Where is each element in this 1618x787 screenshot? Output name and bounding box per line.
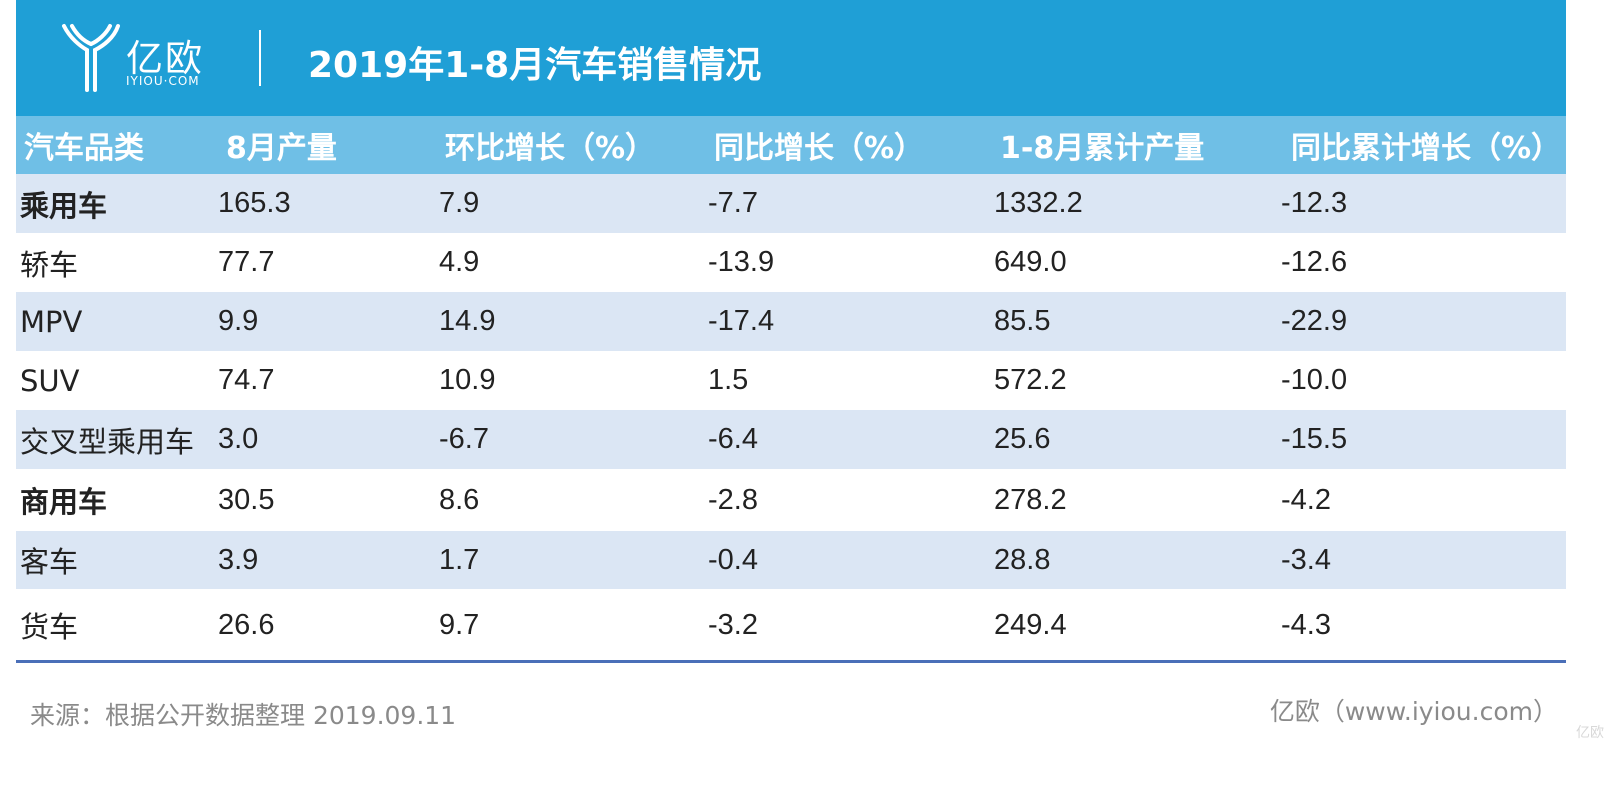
- cumulative-yoy-growth-cell: -12.6: [1281, 246, 1348, 278]
- column-header-august-output: 8月产量: [226, 131, 337, 166]
- cumulative-output-cell: 649.0: [994, 246, 1067, 278]
- mom-growth-cell: 14.9: [439, 305, 496, 337]
- mom-growth-cell: 7.9: [439, 187, 480, 219]
- table-row: 客车 3.9 1.7 -0.4 28.8 -3.4: [16, 531, 1566, 589]
- iyiou-logo-mark-icon: [62, 24, 120, 92]
- august-output-cell: 3.0: [218, 423, 259, 455]
- category-cell: 轿车: [20, 247, 79, 282]
- cumulative-output-cell: 572.2: [994, 364, 1067, 396]
- august-output-cell: 3.9: [218, 543, 259, 576]
- cumulative-output-cell: 1332.2: [994, 187, 1083, 219]
- august-output-cell: 26.6: [218, 608, 275, 641]
- cumulative-output-cell: 85.5: [994, 305, 1051, 337]
- cumulative-output-cell: 25.6: [994, 423, 1051, 455]
- table-header-row: 汽车品类 8月产量 环比增长（%） 同比增长（%） 1-8月累计产量 同比累计增…: [16, 116, 1566, 174]
- column-header-yoy-growth: 同比增长（%）: [714, 131, 925, 166]
- mom-growth-cell: 4.9: [439, 246, 480, 278]
- watermark: 亿欧: [1576, 725, 1604, 741]
- cumulative-output-cell: 278.2: [994, 483, 1067, 516]
- table-bottom-rule: [16, 660, 1566, 663]
- title-banner: 亿欧 IYIOU·COM 2019年1-8月汽车销售情况: [16, 0, 1566, 116]
- cumulative-yoy-growth-cell: -4.2: [1281, 483, 1331, 516]
- category-cell: 货车: [20, 610, 79, 644]
- column-header-cumulative-output: 1-8月累计产量: [1000, 131, 1205, 166]
- cumulative-yoy-growth-cell: -12.3: [1281, 187, 1348, 219]
- table-row: 货车 26.6 9.7 -3.2 249.4 -4.3: [16, 589, 1566, 661]
- yoy-growth-cell: 1.5: [708, 364, 749, 396]
- table-row: 轿车 77.7 4.9 -13.9 649.0 -12.6: [16, 233, 1566, 292]
- yoy-growth-cell: -3.2: [708, 608, 758, 641]
- table-row: 交叉型乘用车 3.0 -6.7 -6.4 25.6 -15.5: [16, 410, 1566, 469]
- cumulative-output-cell: 249.4: [994, 608, 1067, 641]
- table-row: 商用车 30.5 8.6 -2.8 278.2 -4.2: [16, 469, 1566, 531]
- iyiou-logo: 亿欧 IYIOU·COM: [60, 20, 220, 96]
- yoy-growth-cell: -2.8: [708, 483, 758, 516]
- cumulative-yoy-growth-cell: -10.0: [1281, 364, 1348, 396]
- table-row: SUV 74.7 10.9 1.5 572.2 -10.0: [16, 351, 1566, 410]
- category-cell: SUV: [20, 363, 80, 398]
- august-output-cell: 30.5: [218, 483, 275, 516]
- credit-note: 亿欧（www.iyiou.com）: [1269, 697, 1558, 726]
- yoy-growth-cell: -7.7: [708, 187, 758, 219]
- page-title: 2019年1-8月汽车销售情况: [308, 45, 762, 86]
- mom-growth-cell: 9.7: [439, 608, 480, 641]
- column-header-cumulative-yoy-growth: 同比累计增长（%）: [1291, 131, 1562, 166]
- cumulative-yoy-growth-cell: -22.9: [1281, 305, 1348, 337]
- yoy-growth-cell: -0.4: [708, 543, 758, 576]
- yoy-growth-cell: -17.4: [708, 305, 775, 337]
- category-cell: 乘用车: [20, 188, 108, 223]
- yoy-growth-cell: -6.4: [708, 423, 758, 455]
- column-header-mom-growth: 环比增长（%）: [445, 131, 656, 166]
- august-output-cell: 9.9: [218, 305, 259, 337]
- table-row: 乘用车 165.3 7.9 -7.7 1332.2 -12.3: [16, 174, 1566, 233]
- table-row: MPV 9.9 14.9 -17.4 85.5 -22.9: [16, 292, 1566, 351]
- source-note: 来源：根据公开数据整理 2019.09.11: [30, 701, 457, 730]
- category-cell: MPV: [20, 304, 83, 339]
- mom-growth-cell: 8.6: [439, 483, 480, 516]
- sales-table: 汽车品类 8月产量 环比增长（%） 同比增长（%） 1-8月累计产量 同比累计增…: [16, 116, 1566, 661]
- yoy-growth-cell: -13.9: [708, 246, 775, 278]
- mom-growth-cell: -6.7: [439, 423, 489, 455]
- logo-domain: IYIOU·COM: [126, 74, 200, 88]
- header-divider: [259, 30, 261, 86]
- august-output-cell: 74.7: [218, 364, 275, 396]
- column-header-category: 汽车品类: [24, 131, 144, 166]
- cumulative-yoy-growth-cell: -15.5: [1281, 423, 1348, 455]
- category-cell: 商用车: [20, 485, 108, 519]
- category-cell: 交叉型乘用车: [20, 424, 195, 459]
- august-output-cell: 77.7: [218, 246, 275, 278]
- mom-growth-cell: 10.9: [439, 364, 496, 396]
- august-output-cell: 165.3: [218, 187, 291, 219]
- mom-growth-cell: 1.7: [439, 543, 480, 576]
- category-cell: 客车: [20, 545, 79, 579]
- cumulative-yoy-growth-cell: -4.3: [1281, 608, 1331, 641]
- cumulative-yoy-growth-cell: -3.4: [1281, 543, 1331, 576]
- cumulative-output-cell: 28.8: [994, 543, 1051, 576]
- logo-wordmark: 亿欧: [126, 37, 204, 80]
